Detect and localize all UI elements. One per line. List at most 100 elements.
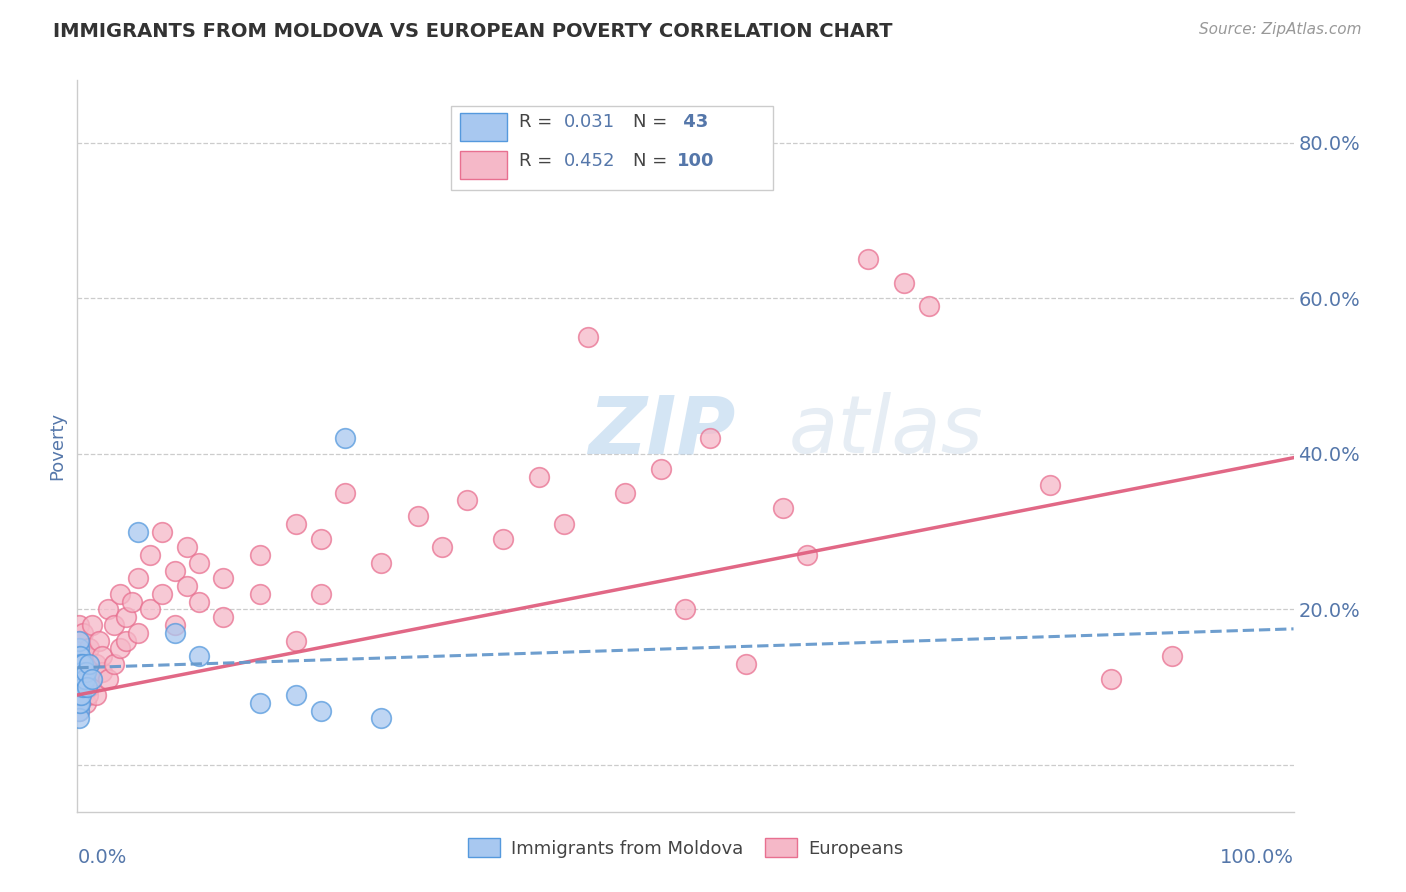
Point	[67, 688, 90, 702]
Point	[72, 657, 94, 671]
Point	[67, 680, 90, 694]
Point	[212, 610, 235, 624]
Point	[1161, 649, 1184, 664]
Point	[152, 587, 174, 601]
Point	[67, 688, 90, 702]
Point	[1099, 673, 1122, 687]
Point	[576, 330, 599, 344]
Point	[67, 696, 90, 710]
Point	[84, 657, 107, 671]
Point	[176, 540, 198, 554]
Point	[70, 680, 93, 694]
Point	[67, 704, 90, 718]
Point	[67, 641, 90, 656]
Point	[67, 696, 90, 710]
Text: 100.0%: 100.0%	[1219, 848, 1294, 867]
Point	[69, 688, 91, 702]
Point	[212, 571, 235, 585]
Point	[69, 665, 91, 679]
Point	[67, 665, 90, 679]
Text: 100: 100	[676, 152, 714, 169]
Point	[529, 470, 551, 484]
Point	[430, 540, 453, 554]
Point	[139, 548, 162, 562]
Point	[69, 673, 91, 687]
Point	[77, 665, 100, 679]
Point	[333, 485, 356, 500]
Point	[69, 673, 91, 687]
Point	[1039, 478, 1062, 492]
Point	[69, 657, 91, 671]
FancyBboxPatch shape	[460, 152, 506, 179]
Text: 0.452: 0.452	[564, 152, 616, 169]
Point	[893, 276, 915, 290]
Point	[67, 657, 90, 671]
Point	[75, 696, 97, 710]
Point	[97, 602, 120, 616]
Point	[69, 696, 91, 710]
Point	[333, 431, 356, 445]
Point	[139, 602, 162, 616]
Point	[70, 673, 93, 687]
Text: ZIP: ZIP	[588, 392, 735, 470]
Point	[69, 688, 91, 702]
Point	[188, 594, 211, 608]
Point	[309, 587, 332, 601]
Point	[76, 657, 98, 671]
Point	[69, 641, 91, 656]
Text: atlas: atlas	[789, 392, 984, 470]
Point	[67, 665, 90, 679]
Point	[79, 641, 101, 656]
Point	[70, 665, 93, 679]
Y-axis label: Poverty: Poverty	[48, 412, 66, 480]
Point	[67, 688, 90, 702]
Point	[309, 533, 332, 547]
Point	[285, 633, 308, 648]
Point	[163, 618, 186, 632]
Point	[80, 673, 103, 687]
Point	[76, 673, 98, 687]
Point	[67, 657, 90, 671]
Point	[72, 680, 94, 694]
Point	[699, 431, 721, 445]
Point	[69, 657, 91, 671]
Point	[772, 501, 794, 516]
Text: 0.0%: 0.0%	[77, 848, 127, 867]
Point	[249, 696, 271, 710]
Point	[70, 657, 93, 671]
Point	[76, 680, 98, 694]
Point	[796, 548, 818, 562]
Point	[115, 610, 138, 624]
Point	[249, 548, 271, 562]
Point	[456, 493, 478, 508]
Text: Source: ZipAtlas.com: Source: ZipAtlas.com	[1198, 22, 1361, 37]
Text: IMMIGRANTS FROM MOLDOVA VS EUROPEAN POVERTY CORRELATION CHART: IMMIGRANTS FROM MOLDOVA VS EUROPEAN POVE…	[53, 22, 893, 41]
Point	[67, 704, 90, 718]
Text: 0.031: 0.031	[564, 113, 614, 131]
Point	[67, 680, 90, 694]
Point	[79, 680, 101, 694]
Point	[89, 633, 111, 648]
Point	[249, 587, 271, 601]
Point	[67, 673, 90, 687]
Text: 43: 43	[676, 113, 709, 131]
Point	[370, 556, 392, 570]
Text: R =: R =	[519, 152, 558, 169]
Point	[70, 688, 93, 702]
Point	[70, 649, 93, 664]
Point	[67, 673, 90, 687]
Point	[127, 625, 149, 640]
Text: N =: N =	[633, 152, 673, 169]
Point	[84, 688, 107, 702]
FancyBboxPatch shape	[460, 113, 506, 141]
Point	[406, 509, 429, 524]
Point	[67, 633, 90, 648]
Point	[163, 625, 186, 640]
Point	[72, 673, 94, 687]
Text: R =: R =	[519, 113, 558, 131]
Point	[285, 516, 308, 531]
Point	[70, 641, 93, 656]
Point	[67, 657, 90, 671]
Point	[553, 516, 575, 531]
Point	[90, 649, 112, 664]
